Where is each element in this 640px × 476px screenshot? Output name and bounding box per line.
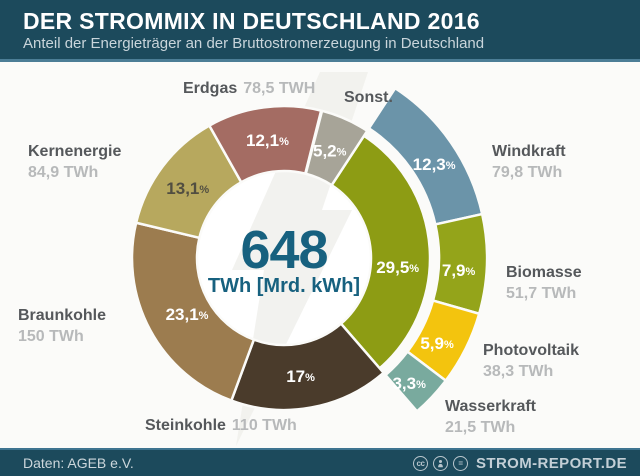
segment-erdgas [208, 104, 323, 184]
brand: cc = STROM-REPORT.DE [412, 454, 640, 472]
pct-label-kernenergie: 13,1% [166, 179, 209, 198]
pct-label-wasserkraft: 3,3% [392, 374, 426, 393]
segment-wasserkraft [384, 350, 447, 413]
pct-label-steinkohle: 17% [286, 367, 315, 386]
donut-chart: 29,5% 5,2% 12,3% 7,9% 5,9% 3,3% 17% 23,1% 13,1% 1… [130, 72, 489, 446]
footer: Daten: AGEB e.V. cc = STROM-REPORT.DE [0, 448, 640, 476]
segment-sonstige [304, 109, 369, 187]
by-attribution-icon [432, 455, 448, 471]
pct-label-photovoltaik: 5,9% [420, 334, 454, 353]
pct-label-windkraft: 12,3% [413, 155, 456, 174]
page-subtitle: Anteil der Energieträger an der Bruttost… [23, 35, 485, 52]
segment-renewables-total [330, 134, 432, 370]
pct-label-braunkohle: 23,1% [166, 305, 209, 324]
segment-braunkohle [130, 221, 256, 402]
center-total-unit: TWh [Mrd. kWh] [208, 275, 360, 297]
page-title: DER STROMMIX IN DEUTSCHLAND 2016 [23, 8, 480, 34]
pct-label-biomasse: 7,9% [442, 261, 476, 280]
cc-icon: cc [412, 455, 428, 471]
nd-icon: = [452, 455, 468, 471]
pct-label-renewables: 29,5% [376, 258, 419, 277]
pct-label-erdgas: 12,1% [246, 131, 289, 150]
data-source: Daten: AGEB e.V. [23, 455, 134, 471]
center-total-value: 648 [240, 220, 327, 280]
pct-label-sonstige: 5,2% [313, 141, 347, 160]
brand-link[interactable]: STROM-REPORT.DE [475, 454, 627, 472]
header: DER STROMMIX IN DEUTSCHLAND 2016 Anteil … [0, 0, 640, 62]
